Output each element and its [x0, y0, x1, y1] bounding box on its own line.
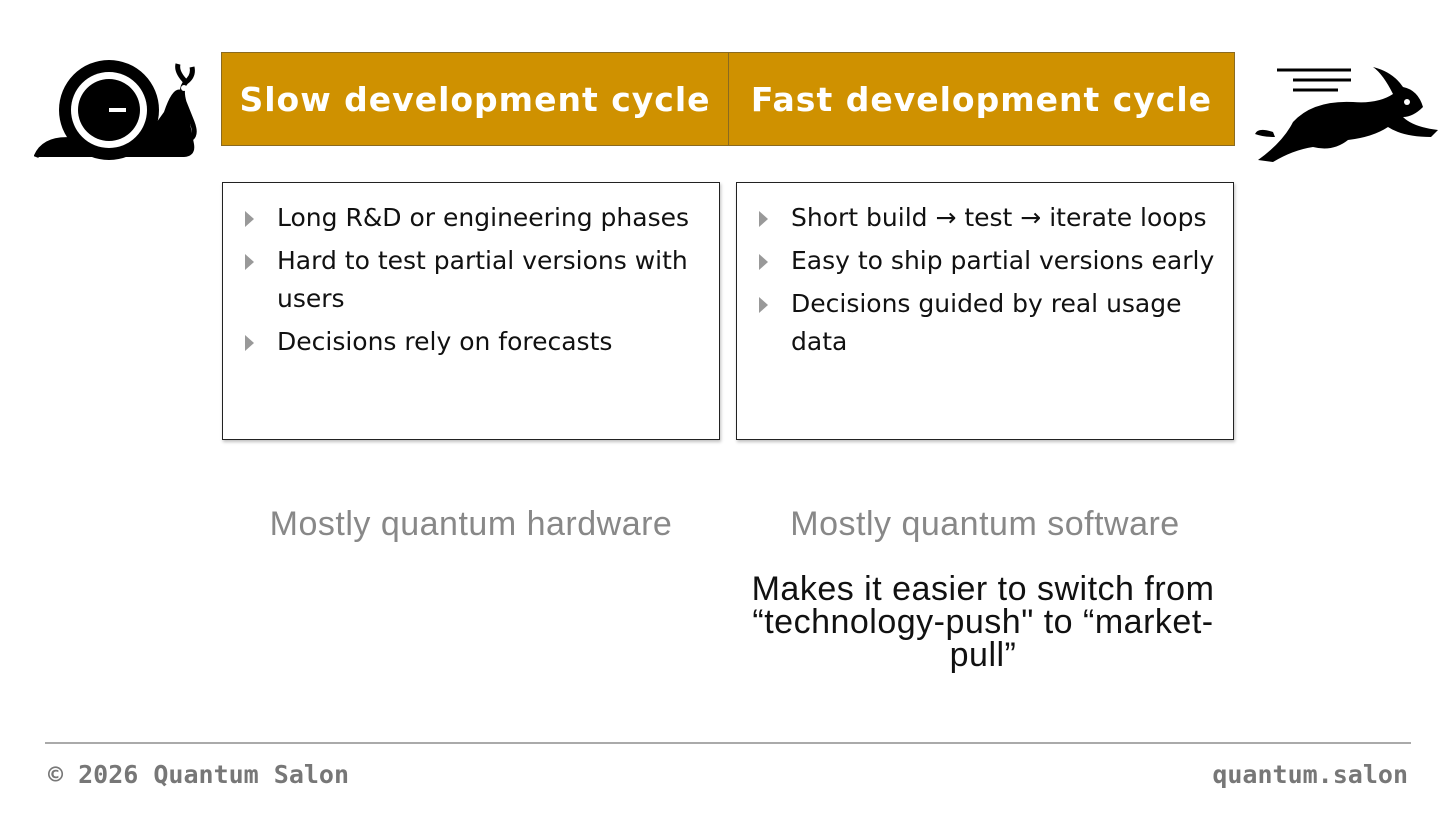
bullet-box: Short build → test → iterate loops Easy …: [736, 182, 1234, 440]
column-header: Fast development cycle: [728, 52, 1235, 146]
footer-left: © 2026 Quantum Salon: [48, 760, 350, 789]
footer-right: quantum.salon: [1212, 760, 1408, 789]
bullet: Long R&D or engineering phases: [245, 199, 705, 237]
column-header: Slow development cycle: [221, 52, 729, 146]
bullet: Decisions guided by real usage data: [759, 285, 1219, 361]
bullet: Short build → test → iterate loops: [759, 199, 1219, 237]
bullet: Hard to test partial versions with users: [245, 242, 705, 318]
snail-icon: [34, 60, 197, 160]
bullet: Decisions rely on forecasts: [245, 323, 705, 361]
rabbit-icon: [1255, 67, 1438, 162]
footer-rule: [45, 742, 1411, 744]
caption: Mostly quantum hardware: [269, 505, 673, 543]
note: Makes it easier to switch from “technolo…: [751, 570, 1215, 674]
bullet: Easy to ship partial versions early: [759, 242, 1219, 280]
caption: Mostly quantum software: [790, 505, 1180, 543]
bullet-box: Long R&D or engineering phases Hard to t…: [222, 182, 720, 440]
